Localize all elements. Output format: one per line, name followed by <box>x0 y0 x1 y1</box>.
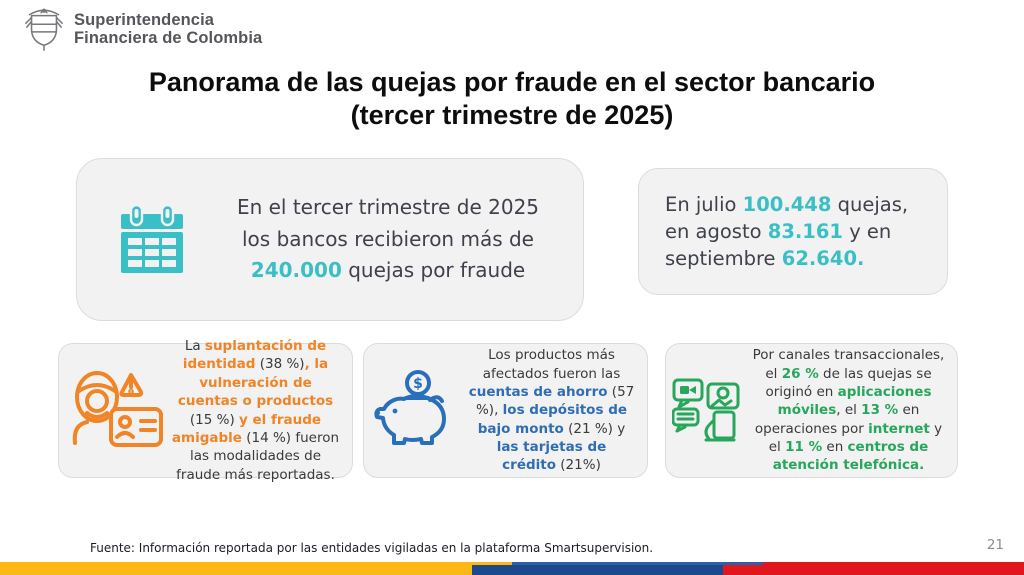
card-affected-products: $ Los productos más afectados fueron las… <box>363 343 648 478</box>
flag-bar-yellow <box>0 565 473 575</box>
page-title-line2: (tercer trimestre de 2025) <box>350 99 674 130</box>
org-name: Superintendencia Financiera de Colombia <box>74 11 262 48</box>
monthly-figures-text: En julio 100.448 quejas, en agosto 83.16… <box>665 192 909 271</box>
svg-text:$: $ <box>413 376 423 392</box>
page-title: Panorama de las quejas por fraude en el … <box>60 66 964 132</box>
calendar-icon <box>77 203 227 276</box>
transaction-channels-text: Por canales transaccionales, el 26 % de … <box>752 347 945 474</box>
piggy-bank-icon: $ <box>364 369 468 453</box>
page-number: 21 <box>986 537 1004 553</box>
org-name-line2: Financiera de Colombia <box>74 29 263 47</box>
card-quarter-total: En el tercer trimestre de 2025 los banco… <box>76 158 584 321</box>
devices-social-icon <box>666 378 750 444</box>
org-name-line1: Superintendencia <box>74 10 215 29</box>
card-monthly-figures: En julio 100.448 quejas, en agosto 83.16… <box>638 168 948 295</box>
page-title-line1: Panorama de las quejas por fraude en el … <box>148 67 876 97</box>
flag-bar-main <box>0 565 1024 575</box>
org-logo: Superintendencia Financiera de Colombia <box>22 6 262 52</box>
flag-bar-red <box>722 565 1024 575</box>
fraudster-id-icon <box>59 367 171 455</box>
coat-of-arms-icon <box>25 8 63 51</box>
fraud-modalities-text: La suplantación de identidad (38 %), la … <box>171 338 340 483</box>
affected-products-text: Los productos más afectados fueron las c… <box>468 347 635 474</box>
flag-stripe-yellow <box>0 562 512 565</box>
flag-stripe-red <box>762 562 1024 565</box>
source-note: Fuente: Información reportada por las en… <box>90 541 654 555</box>
quarter-total-text: En el tercer trimestre de 2025 los banco… <box>236 195 540 283</box>
card-fraud-modalities: La suplantación de identidad (38 %), la … <box>58 338 353 483</box>
flag-bar-blue <box>472 565 723 575</box>
flag-stripe-blue <box>512 562 763 565</box>
flag-stripe-thin <box>0 562 1024 565</box>
card-transaction-channels: Por canales transaccionales, el 26 % de … <box>665 343 958 478</box>
